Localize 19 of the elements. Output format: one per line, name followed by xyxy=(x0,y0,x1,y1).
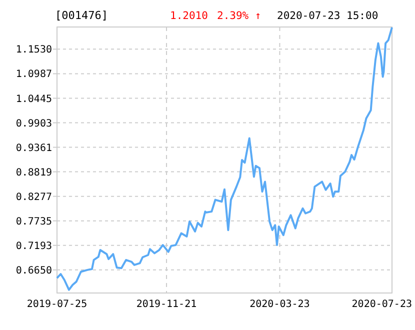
y-tick-label: 0.6650 xyxy=(16,265,52,276)
x-tick-label: 2019-11-21 xyxy=(136,299,197,310)
x-tick-label: 2020-07-23 xyxy=(352,299,412,310)
y-tick-label: 0.8277 xyxy=(16,192,52,203)
y-tick-label: 0.8819 xyxy=(16,167,52,178)
text: 1.2010 xyxy=(170,10,208,22)
chart-title: [001476] xyxy=(55,9,108,22)
text: 2.39% ↑ xyxy=(217,10,262,22)
x-tick-label: 2019-07-25 xyxy=(26,299,88,310)
x-tick-label: 2020-03-23 xyxy=(250,299,310,310)
y-tick-label: 0.9903 xyxy=(16,118,52,130)
y-tick-label: 0.7735 xyxy=(16,216,52,228)
line-series xyxy=(56,26,393,291)
y-tick-label: 0.7193 xyxy=(16,240,52,252)
y-tick-label: 1.1530 xyxy=(16,44,52,56)
y-tick-label: 1.0445 xyxy=(16,94,52,105)
text: 2020-07-23 15:00 xyxy=(277,10,378,22)
y-tick-label: 1.0987 xyxy=(16,69,52,80)
y-tick-label: 0.9361 xyxy=(16,142,52,154)
